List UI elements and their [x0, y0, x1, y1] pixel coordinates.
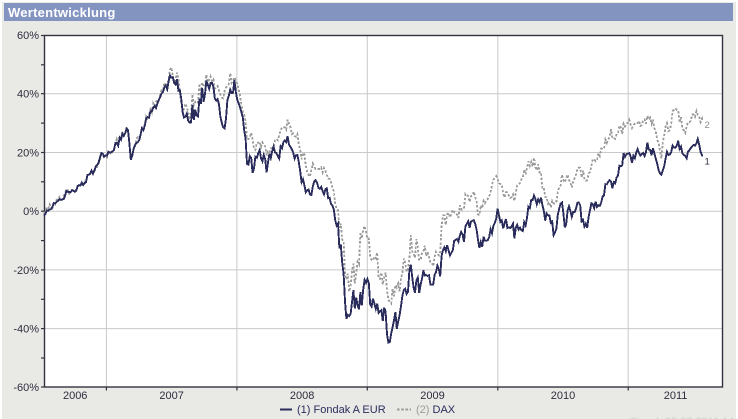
svg-text:-60%: -60% [13, 382, 39, 394]
svg-text:40%: 40% [17, 89, 39, 101]
svg-text:2007: 2007 [159, 390, 183, 402]
svg-text:(2) DAX: (2) DAX [416, 404, 456, 416]
svg-text:2011: 2011 [664, 390, 688, 402]
svg-text:1: 1 [705, 157, 710, 168]
svg-text:2: 2 [705, 120, 710, 131]
svg-text:0%: 0% [23, 206, 39, 218]
svg-text:2010: 2010 [551, 390, 575, 402]
svg-text:Stand: 25.07.2011 14:37 Uhr: Stand: 25.07.2011 14:37 Uhr [630, 416, 738, 419]
svg-text:-40%: -40% [13, 324, 39, 336]
svg-text:2006: 2006 [63, 390, 87, 402]
svg-text:(1) Fondak A EUR: (1) Fondak A EUR [297, 404, 386, 416]
svg-text:2009: 2009 [420, 390, 444, 402]
svg-text:20%: 20% [17, 148, 39, 160]
svg-text:60%: 60% [17, 30, 39, 42]
svg-text:-20%: -20% [13, 265, 39, 277]
svg-text:2008: 2008 [290, 390, 314, 402]
